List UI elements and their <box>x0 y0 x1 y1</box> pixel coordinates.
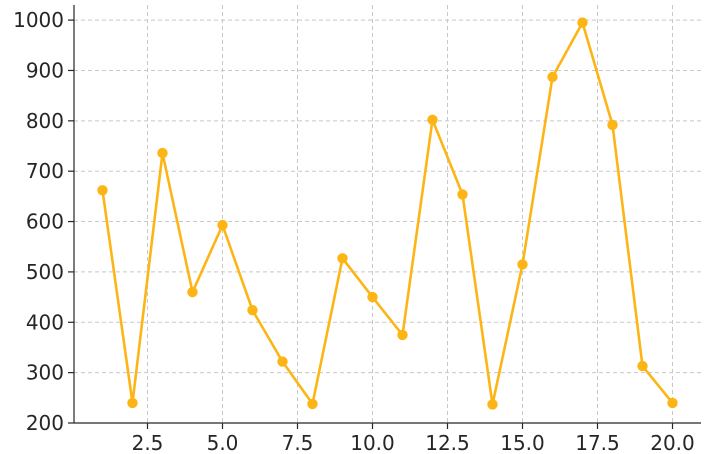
data-point <box>157 147 168 159</box>
axes <box>73 5 701 424</box>
x-tick-label: 10.0 <box>350 431 395 454</box>
x-tick-label: 7.5 <box>282 431 314 454</box>
y-tick-label: 800 <box>26 109 64 133</box>
data-point <box>187 286 198 298</box>
x-tick-label: 20.0 <box>650 431 695 454</box>
y-tick-label: 1000 <box>13 8 64 32</box>
data-point <box>577 17 588 28</box>
y-tick-label: 200 <box>26 411 64 435</box>
data-point <box>127 397 138 409</box>
data-point <box>607 119 618 131</box>
data-point <box>247 305 258 316</box>
y-ticks: 200 300 400 500 600 700 800 900 1000 <box>13 8 74 435</box>
x-tick-label: 5.0 <box>207 431 239 454</box>
y-tick-label: 700 <box>26 159 64 183</box>
series-line <box>101 21 674 406</box>
data-point <box>547 71 558 83</box>
y-tick-label: 500 <box>26 260 64 284</box>
data-point <box>397 329 408 341</box>
data-point <box>427 114 438 126</box>
data-point <box>97 185 108 196</box>
data-point <box>487 399 498 410</box>
x-ticks: 2.5 5.0 7.5 10.0 12.5 15.0 17.5 20.0 <box>132 423 695 454</box>
y-tick-label: 300 <box>26 361 64 385</box>
y-tick-label: 400 <box>26 310 64 334</box>
grid <box>74 5 701 423</box>
data-point <box>277 356 288 367</box>
data-point <box>217 219 228 231</box>
series <box>97 17 678 410</box>
x-tick-label: 2.5 <box>132 431 164 454</box>
x-tick-label: 17.5 <box>575 431 620 454</box>
data-point <box>457 189 468 200</box>
data-point <box>667 397 678 409</box>
x-tick-label: 15.0 <box>500 431 545 454</box>
data-point <box>637 360 648 372</box>
y-tick-label: 900 <box>26 58 64 82</box>
data-point <box>517 259 528 270</box>
data-point <box>307 398 318 410</box>
data-point <box>367 291 378 303</box>
x-tick-label: 12.5 <box>425 431 470 454</box>
y-tick-label: 600 <box>26 210 64 234</box>
data-point <box>337 253 348 264</box>
